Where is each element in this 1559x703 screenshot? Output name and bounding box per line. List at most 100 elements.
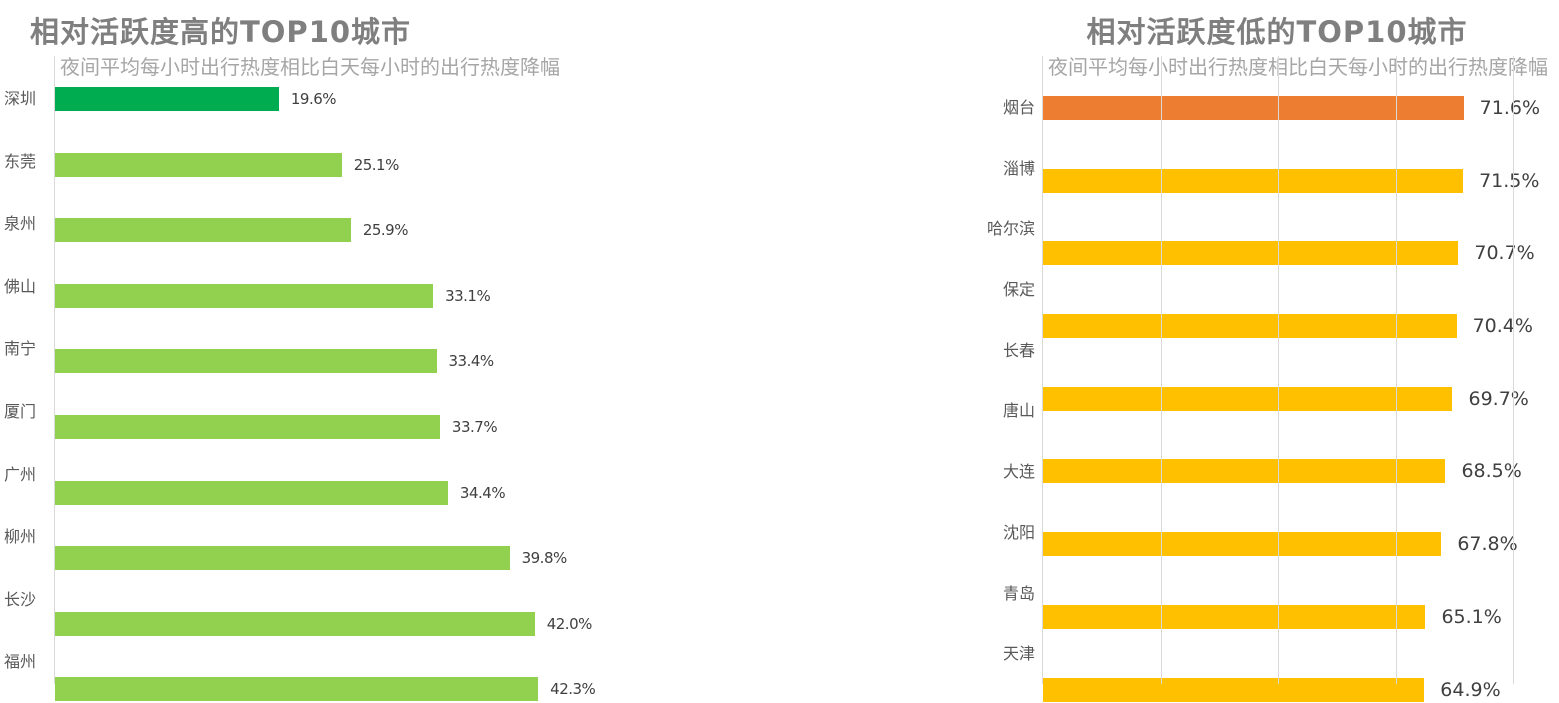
category-row-inner: 厦门 [0,400,36,424]
axis-note-spacer [950,56,1035,84]
bar-row: 70.7% [1043,241,1535,302]
bar [1043,604,1426,629]
bar-row-inner: 67.8% [1043,532,1518,557]
category-label: 南宁 [3,339,36,359]
plot-area: 夜间平均每小时出行热度相比白天每小时的出行热度降幅 71.6% 71.5% 70.7… [1042,56,1548,702]
plot-area: 夜间平均每小时出行热度相比白天每小时的出行热度降幅 19.6% 25.1% 25.9… [54,55,596,702]
bar [55,546,510,571]
bar [55,218,351,243]
bar-row-inner: 25.1% [55,152,569,177]
category-row-inner: 深圳 [0,87,36,111]
chart-body: 深圳东莞泉州佛山南宁厦门广州柳州 长沙 福州 夜间平均每小时出行热度相比白天每小时的… [0,55,596,703]
bar-row: 64.9% [1043,677,1513,703]
category-row-inner: 青岛 [950,582,1035,606]
category-row: 柳州 [0,522,36,585]
category-axis: 烟台淄博哈尔滨保定长春唐山大连沈阳青岛天津 [950,56,1042,691]
bar-row-inner: 65.1% [1043,604,1513,629]
value-label: 65.1% [1441,605,1502,628]
bar-row: 19.6% [55,87,569,150]
bar-row-inner: 34.4% [55,480,569,505]
category-row-inner: 南宁 [0,337,36,361]
category-row-inner: 沈阳 [950,521,1035,545]
bar-row: 70.4% [1043,314,1533,375]
bar-row: 33.4% [55,349,569,412]
value-label: 64.9% [1440,678,1501,701]
axis-note-spacer [0,56,36,84]
bar-row-inner: 25.9% [55,218,569,243]
value-label: 34.4% [459,483,506,502]
value-label: 42.3% [550,680,596,699]
bar-row-inner: 19.6% [55,87,569,111]
bar [1043,314,1457,339]
category-row-inner: 福州 [0,650,36,674]
bar-row: 39.8% [55,546,569,609]
category-row: 天津 [950,630,1035,691]
bar-row-inner: 33.4% [55,349,569,374]
category-label: 厦门 [3,401,36,421]
category-row-inner: 长春 [950,339,1035,363]
bar-row: 33.7% [55,414,569,478]
bar-row: 25.9% [55,218,569,281]
category-row-inner: 保定 [950,278,1035,302]
category-row: 泉州 [0,209,36,272]
bar-row: 42.0% [55,611,592,675]
bar [55,611,535,636]
value-label: 33.7% [451,417,498,436]
category-label: 淄博 [1002,158,1035,178]
category-label: 东莞 [3,151,36,171]
bar [1043,532,1442,557]
category-row-inner: 东莞 [0,150,36,174]
bar-row-inner: 69.7% [1043,386,1529,411]
category-row: 唐山 [950,387,1035,448]
bar-row-inner: 70.4% [1043,314,1533,339]
bar [1043,459,1446,484]
category-row: 广州 [0,460,36,523]
category-row-inner: 佛山 [0,275,36,299]
category-label: 烟台 [1002,98,1035,117]
category-label: 佛山 [3,276,36,296]
category-label: 哈尔滨 [986,219,1035,239]
value-label: 68.5% [1461,460,1522,483]
chart-title: 相对活跃度低的TOP10城市 [1086,15,1468,49]
chart-top10-high-activity: 相对活跃度高的TOP10城市 深圳 东莞 泉州 佛山 南宁 厦门 广州 柳州 长沙 福州 夜间平均… [0,0,770,703]
value-label: 67.8% [1457,533,1518,556]
value-label: 70.7% [1474,242,1535,265]
category-row-inner: 广州 [0,463,36,487]
category-row-inner: 唐山 [950,399,1035,423]
bar-highlighted [1043,96,1464,120]
category-row: 沈阳 [950,509,1035,570]
bar-row-inner: 42.3% [55,677,596,702]
category-label: 泉州 [3,214,36,234]
value-label: 69.7% [1468,387,1529,410]
bar [1043,241,1459,266]
bar-row: 25.1% [55,152,569,216]
category-row: 淄博 [950,145,1035,206]
bar-row-inner: 71.6% [1043,96,1540,120]
category-label: 深圳 [3,89,36,108]
bar-row: 71.5% [1043,168,1539,230]
bar-row-inner: 70.7% [1043,241,1535,266]
bar [1043,386,1453,411]
category-row: 长沙 [0,585,36,648]
bar-row: 33.1% [55,283,569,347]
category-row: 厦门 [0,397,36,460]
axis-note: 夜间平均每小时出行热度相比白天每小时的出行热度降幅 [60,55,560,79]
bar-row: 42.3% [55,677,596,703]
category-row: 哈尔滨 [950,205,1035,266]
category-row: 深圳 [0,84,36,147]
category-label: 长春 [1002,340,1035,360]
category-row-inner: 大连 [950,460,1035,484]
category-row: 东莞 [0,147,36,210]
bar [55,414,440,439]
bar-row-inner: 33.1% [55,283,569,308]
category-axis: 深圳东莞泉州佛山南宁厦门广州柳州 长沙 福州 [0,56,54,703]
category-row: 福州 [0,647,36,703]
gridline-80pct [1513,56,1514,684]
chart-body: 烟台 淄博 哈尔滨 保定 长春 唐山 大连 沈阳 青岛 天津 夜间平均每小时出行热度相比白天每小时… [950,56,1548,702]
bar-row: 65.1% [1043,604,1513,666]
value-label: 25.9% [362,221,409,240]
category-row: 烟台 [950,84,1035,145]
bar [55,152,342,177]
category-row-inner: 天津 [950,642,1035,666]
